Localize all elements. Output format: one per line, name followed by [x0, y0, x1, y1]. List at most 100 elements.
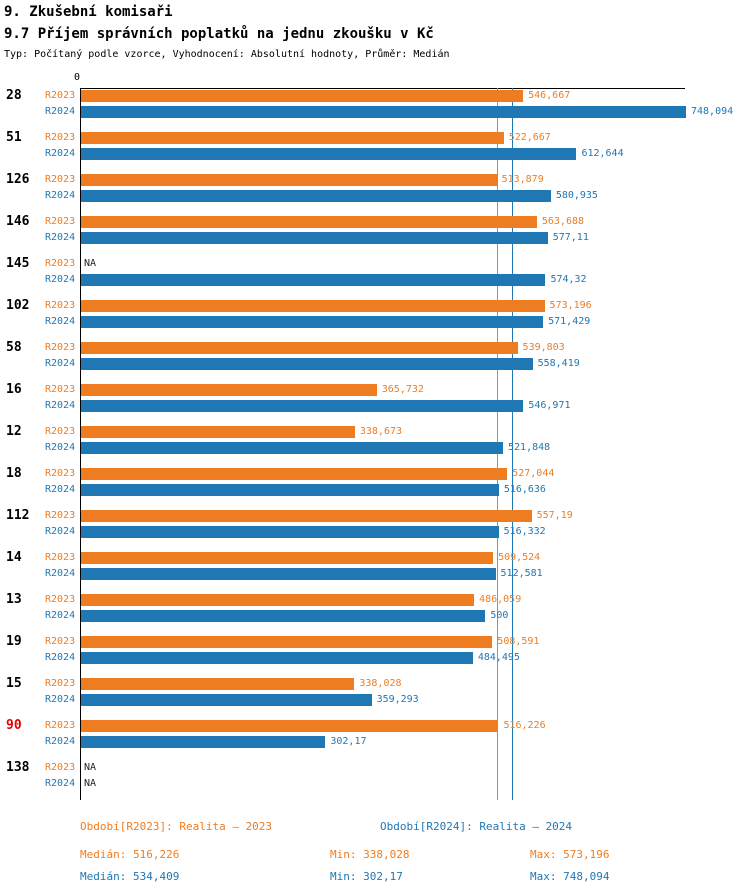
series-label-r2023: R2023	[45, 468, 76, 479]
series-label-r2024: R2024	[45, 568, 76, 579]
bar-r2023	[81, 216, 537, 228]
bar-row-r2023: R2023 509,524	[0, 550, 750, 566]
group-id-label: 51	[6, 130, 22, 145]
na-label-r2023: NA	[84, 762, 97, 773]
bar-row-r2023: R2023 563,688	[0, 214, 750, 230]
stat-min-r2023: Min: 338,028	[330, 848, 410, 861]
group-id-label: 58	[6, 340, 22, 355]
group-id-label: 126	[6, 172, 30, 187]
bar-row-r2023: R2023 546,667	[0, 88, 750, 104]
chart-group-14: 14 R2023 509,524 R2024 512,581	[0, 550, 750, 582]
value-label-r2024: 521,848	[508, 442, 551, 453]
series-label-r2023: R2023	[45, 594, 76, 605]
series-label-r2024: R2024	[45, 610, 76, 621]
bar-r2023	[81, 342, 518, 354]
series-label-r2023: R2023	[45, 720, 76, 731]
chart-group-19: 19 R2023 508,591 R2024 484,495	[0, 634, 750, 666]
median-reference-line-r2024	[512, 88, 514, 800]
bar-row-r2023: R2023 539,803	[0, 340, 750, 356]
legend-label-r2023: Období[R2023]: Realita – 2023	[80, 820, 273, 833]
value-label-r2023: 509,524	[498, 552, 541, 563]
bar-row-r2024: R2024 546,971	[0, 398, 750, 414]
bar-chart: 28 R2023 546,667 R2024 748,094 51 R2023 522,667…	[0, 88, 750, 804]
bar-r2024	[81, 442, 504, 454]
bar-row-r2023: R2023 516,226	[0, 718, 750, 734]
bar-r2024	[81, 274, 546, 286]
chart-group-16: 16 R2023 365,732 R2024 546,971	[0, 382, 750, 414]
chart-group-12: 12 R2023 338,673 R2024 521,848	[0, 424, 750, 456]
bar-row-r2023: R2023 338,028	[0, 676, 750, 692]
chart-group-102: 102 R2023 573,196 R2024 571,429	[0, 298, 750, 330]
series-label-r2024: R2024	[45, 694, 76, 705]
bar-row-r2024: R2024 558,419	[0, 356, 750, 372]
bar-r2023	[81, 174, 497, 186]
value-label-r2023: 557,19	[536, 510, 573, 521]
bar-r2023	[81, 90, 524, 102]
bar-r2023	[81, 510, 532, 522]
bar-r2023	[81, 132, 504, 144]
bar-r2023	[81, 594, 475, 606]
bar-row-r2024: R2024 484,495	[0, 650, 750, 666]
group-id-label: 28	[6, 88, 22, 103]
value-label-r2023: 573,196	[549, 300, 592, 311]
series-label-r2024: R2024	[45, 190, 76, 201]
group-id-label: 146	[6, 214, 30, 229]
group-id-label: 145	[6, 256, 30, 271]
series-label-r2024: R2024	[45, 484, 76, 495]
chart-group-18: 18 R2023 527,044 R2024 516,636	[0, 466, 750, 498]
chart-title: 9.7 Příjem správních poplatků na jednu z…	[4, 26, 434, 42]
group-id-label: 16	[6, 382, 22, 397]
group-id-label: 15	[6, 676, 22, 691]
value-label-r2024: 580,935	[555, 190, 598, 201]
bar-row-r2024: R2024 359,293	[0, 692, 750, 708]
stat-max-r2023: Max: 573,196	[530, 848, 610, 861]
bar-r2024	[81, 484, 499, 496]
bar-row-r2023: R2023 508,591	[0, 634, 750, 650]
value-label-r2023: 365,732	[381, 384, 424, 395]
series-label-r2023: R2023	[45, 552, 76, 563]
bar-r2023	[81, 426, 355, 438]
bar-row-r2024: R2024 521,848	[0, 440, 750, 456]
group-id-label: 12	[6, 424, 22, 439]
bar-row-r2023: R2023 527,044	[0, 466, 750, 482]
bar-r2023	[81, 468, 508, 480]
bar-row-r2024: R2024 577,11	[0, 230, 750, 246]
value-label-r2023: 513,879	[501, 174, 544, 185]
value-label-r2024: 571,429	[548, 316, 591, 327]
value-label-r2024: 558,419	[537, 358, 580, 369]
bar-r2023	[81, 720, 499, 732]
bar-r2024	[81, 316, 544, 328]
series-label-r2024: R2024	[45, 106, 76, 117]
bar-r2023	[81, 678, 355, 690]
series-label-r2023: R2023	[45, 426, 76, 437]
bar-row-r2023: R2023 365,732	[0, 382, 750, 398]
report-section-title: 9. Zkušební komisaři	[4, 4, 173, 20]
bar-r2024	[81, 652, 473, 664]
value-label-r2023: 508,591	[497, 636, 540, 647]
bar-row-r2023: R2023 573,196	[0, 298, 750, 314]
series-label-r2023: R2023	[45, 216, 76, 227]
value-label-r2024: 500	[490, 610, 509, 621]
value-label-r2023: 516,226	[503, 720, 546, 731]
series-label-r2023: R2023	[45, 90, 76, 101]
chart-group-138: 138 R2023 NA R2024 NA	[0, 760, 750, 792]
group-id-label: 102	[6, 298, 30, 313]
value-label-r2024: 574,32	[550, 274, 587, 285]
bar-r2024	[81, 526, 499, 538]
value-label-r2023: 486,059	[479, 594, 522, 605]
group-id-label: 18	[6, 466, 22, 481]
chart-group-126: 126 R2023 513,879 R2024 580,935	[0, 172, 750, 204]
y-axis-line	[80, 88, 81, 800]
bar-r2023	[81, 636, 493, 648]
series-label-r2023: R2023	[45, 132, 76, 143]
group-id-label: 14	[6, 550, 22, 565]
bar-r2024	[81, 232, 548, 244]
value-label-r2024: 359,293	[376, 694, 419, 705]
bar-r2024	[81, 358, 533, 370]
bar-r2024	[81, 736, 326, 748]
bar-row-r2023: R2023 522,667	[0, 130, 750, 146]
value-label-r2023: 539,803	[522, 342, 565, 353]
axis-zero-label: 0	[74, 72, 81, 83]
chart-group-28: 28 R2023 546,667 R2024 748,094	[0, 88, 750, 120]
